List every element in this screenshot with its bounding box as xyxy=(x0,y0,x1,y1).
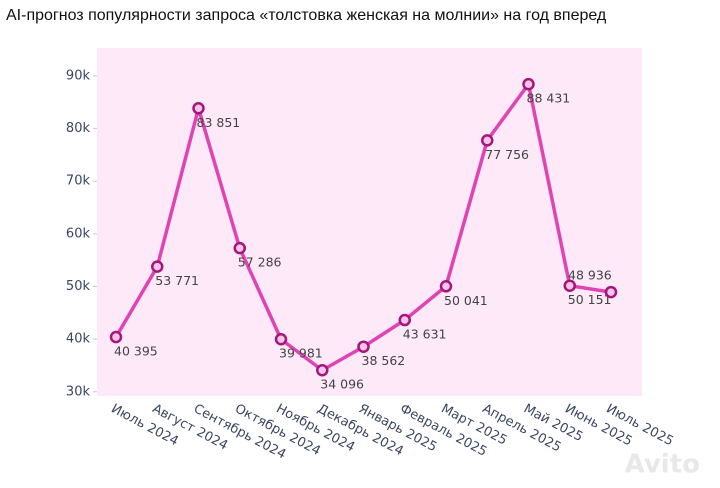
point xyxy=(357,340,370,353)
y-tick-label: 90k xyxy=(66,68,91,83)
value-label: 40 395 xyxy=(114,344,158,359)
plot-area xyxy=(97,48,642,396)
y-tick-label: 70k xyxy=(66,174,91,189)
y-tick-label: 50k xyxy=(66,279,91,294)
y-tick-label: 80k xyxy=(66,121,91,136)
value-label: 77 756 xyxy=(485,147,529,162)
chart-title: AI-прогноз популярности запроса «толстов… xyxy=(6,7,607,24)
point xyxy=(192,102,205,115)
watermark: Avito xyxy=(625,450,700,480)
point xyxy=(109,330,123,344)
value-label: 50 041 xyxy=(444,293,488,308)
point xyxy=(151,260,164,273)
value-label: 43 631 xyxy=(403,327,447,342)
value-label: 34 096 xyxy=(320,377,364,392)
point xyxy=(439,280,453,293)
value-label: 88 431 xyxy=(527,91,571,106)
value-label: 83 851 xyxy=(197,115,241,130)
point xyxy=(316,363,329,377)
point xyxy=(233,241,246,255)
point xyxy=(563,279,576,292)
value-label: 38 562 xyxy=(362,353,406,368)
value-label: 50 151 xyxy=(568,292,612,307)
point xyxy=(522,77,535,91)
point xyxy=(398,313,411,327)
value-label: 39 981 xyxy=(279,346,323,361)
point xyxy=(274,332,288,346)
point xyxy=(481,134,494,147)
value-label: 48 936 xyxy=(568,268,612,283)
y-tick-label: 40k xyxy=(66,332,91,347)
value-label: 53 771 xyxy=(155,273,199,288)
point xyxy=(604,285,618,299)
value-label: 57 286 xyxy=(238,255,282,270)
y-tick-label: 60k xyxy=(66,226,91,241)
y-tick-label: 30k xyxy=(66,384,91,399)
